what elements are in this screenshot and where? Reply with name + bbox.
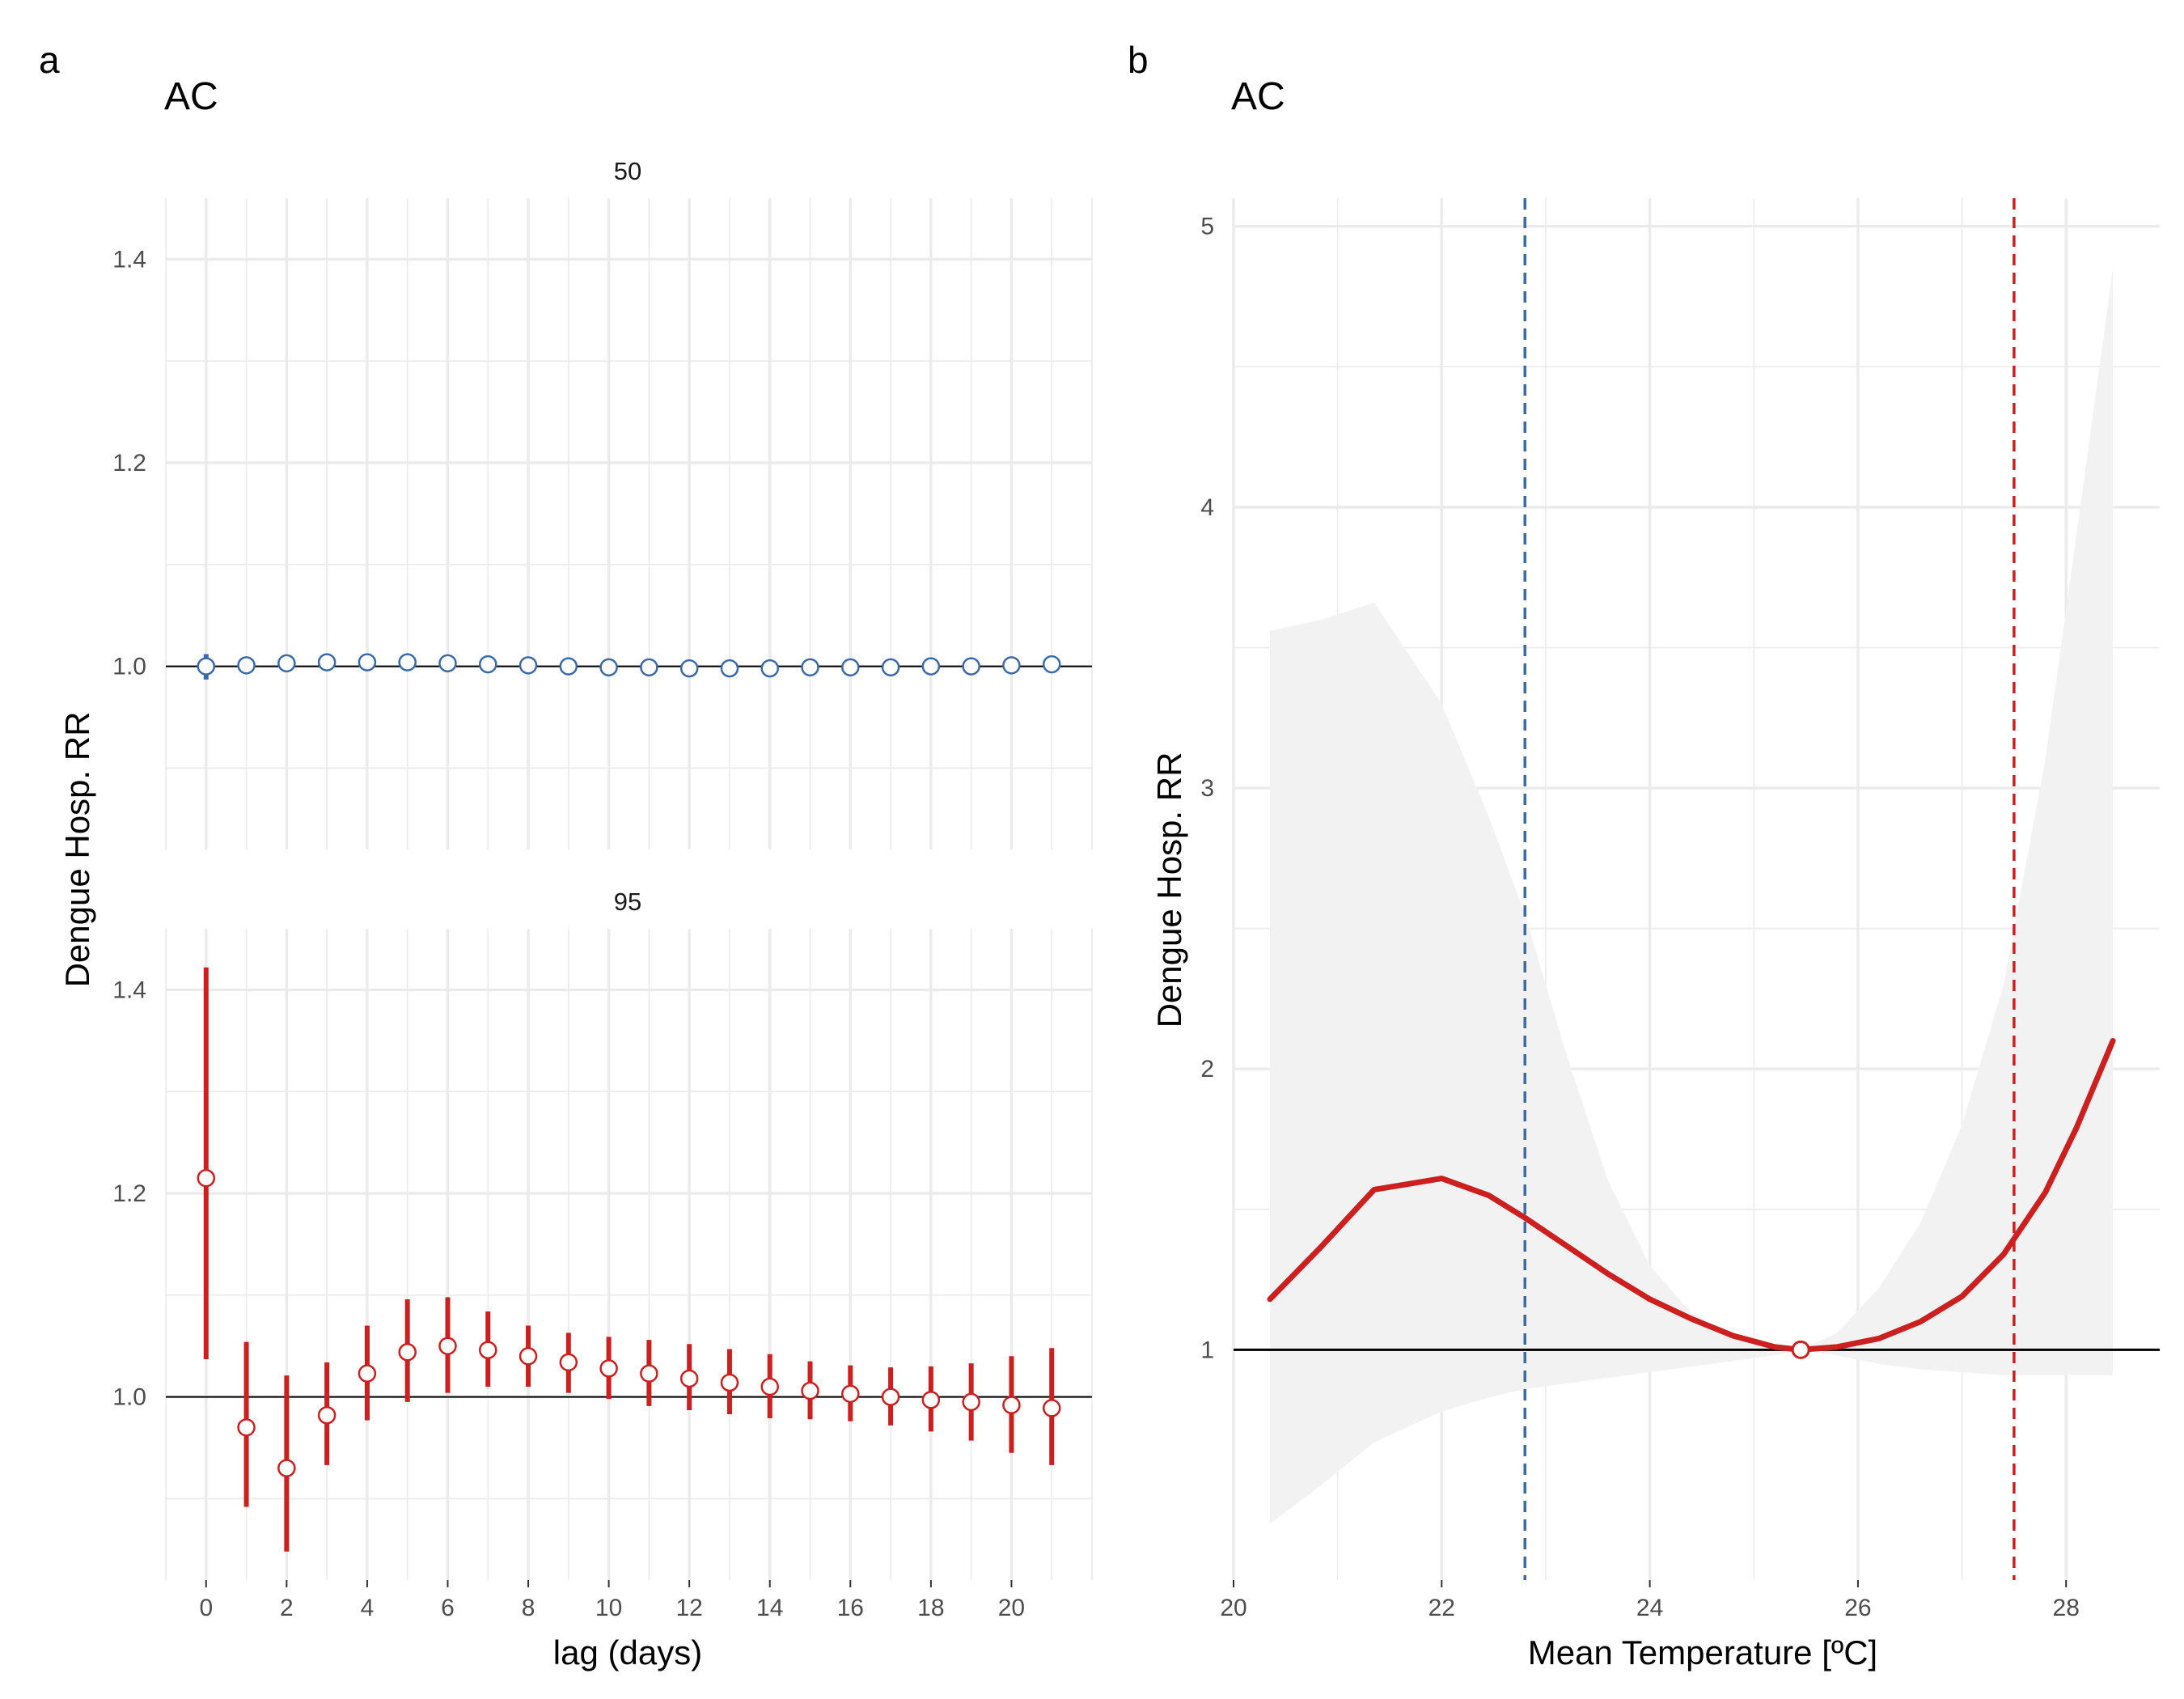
data-point [559,657,578,676]
panel-b-tag: b [1128,39,1149,81]
data-point [962,657,980,676]
x-tick-label: 14 [756,1595,783,1621]
x-tick-label: 4 [361,1595,375,1621]
panel-b-y-axis-title: Dengue Hosp. RR [1150,752,1188,1028]
data-point [841,658,860,677]
x-tick-label: 12 [675,1595,702,1621]
panel-a-x-axis: 0 2 4 6 8 10 12 14 16 18 20 [199,1580,1025,1621]
data-point [1042,1399,1061,1417]
data-point [479,1341,497,1359]
data-point [277,654,296,673]
x-tick-label: 8 [522,1595,535,1621]
x-tick-label: 22 [1428,1595,1455,1621]
x-tick-label: 18 [917,1595,944,1621]
data-point [881,1388,900,1406]
x-tick-label: 0 [199,1595,213,1621]
x-tick-label: 2 [280,1595,294,1621]
x-tick-label: 16 [837,1595,864,1621]
panel-a: a AC 50 1.0 1.2 1.4 95 1.0 1.2 1.4 0 2 4 6 8 10 12… [39,39,1093,1671]
data-point [398,1343,417,1362]
data-point [720,1373,739,1392]
y-tick-label: 1 [1200,1337,1214,1363]
data-point [921,1391,941,1409]
data-point [881,658,900,677]
panel-b-plot: 20 22 24 26 28 1 2 3 4 5 [1200,198,2160,1621]
data-point [237,656,256,675]
panel-b-x-axis-title: Mean Temperature [ºC] [1528,1633,1877,1671]
data-point [197,1168,216,1188]
data-point [559,1353,578,1372]
y-tick-label: 1.4 [112,246,146,273]
x-tick-label: 26 [1844,1595,1871,1621]
data-point [640,1364,658,1383]
x-tick-label: 20 [1220,1595,1246,1621]
x-tick-label: 24 [1636,1595,1663,1621]
x-tick-label: 10 [595,1595,622,1621]
x-tick-label: 20 [998,1595,1025,1621]
y-tick-label: 5 [1200,214,1214,240]
data-point [640,658,658,677]
panel-a-y-axis-title: Dengue Hosp. RR [58,712,96,988]
panel-a-x-axis-title: lag (days) [553,1633,702,1671]
y-tick-label: 2 [1200,1056,1214,1083]
data-point [438,1337,457,1355]
data-point [1002,656,1021,675]
data-point [398,653,417,672]
data-point [277,1459,296,1477]
y-tick-label: 1.0 [112,1384,146,1411]
rr-curve [1267,1037,2116,1353]
data-point [1042,655,1061,674]
panel-a-tag: a [39,39,60,81]
data-point [679,659,699,678]
confidence-band [1270,268,2114,1524]
y-tick-label: 3 [1200,775,1214,802]
data-point [317,653,336,672]
data-point [518,1347,538,1366]
panel-b-title: AC [1231,75,1285,118]
data-point [317,1405,336,1425]
data-point [479,655,497,674]
panel-b: b AC 20 22 24 26 28 1 2 3 4 5 Mean Temperature [º… [1128,39,2160,1671]
data-point [237,1418,256,1437]
y-tick-label: 1.0 [112,654,146,680]
x-tick-label: 28 [2053,1595,2080,1621]
facet-50-plot: 1.0 1.2 1.4 [112,198,1093,850]
y-tick-label: 1.2 [112,1180,146,1207]
reference-point [1791,1340,1810,1359]
data-point [1002,1396,1021,1414]
facet-95-plot: 1.0 1.2 1.4 [112,929,1093,1580]
data-point [760,1377,779,1396]
data-point [962,1392,980,1412]
panel-a-title: AC [164,75,218,118]
data-point [197,657,216,676]
data-point [921,657,941,676]
data-point [841,1384,860,1404]
data-point [438,654,457,673]
data-point [518,656,538,675]
data-point [679,1369,699,1388]
data-point [801,658,819,677]
y-tick-label: 4 [1200,494,1214,521]
data-point [599,1359,618,1378]
y-tick-label: 1.4 [112,977,146,1003]
data-point [720,659,739,678]
data-point [358,1364,377,1383]
x-tick-label: 6 [441,1595,455,1621]
facet-label-50: 50 [614,157,641,185]
data-point [358,653,377,672]
data-point [599,658,618,677]
facet-label-95: 95 [614,888,641,916]
data-point [801,1381,819,1400]
data-point [760,659,779,678]
y-tick-label: 1.2 [112,450,146,477]
